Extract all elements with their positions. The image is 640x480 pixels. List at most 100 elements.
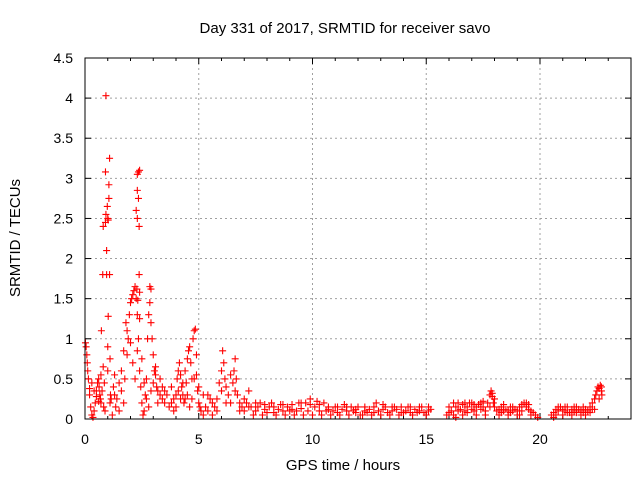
data-point (175, 359, 183, 367)
y-tick-label: 0.5 (54, 371, 74, 387)
data-point (208, 411, 216, 419)
data-point (359, 411, 367, 419)
data-point (500, 401, 508, 409)
data-point (99, 363, 107, 371)
data-point (472, 411, 480, 419)
y-tick-label: 3 (65, 170, 73, 186)
data-point (147, 319, 155, 327)
data-point (90, 407, 98, 415)
data-point (213, 395, 221, 403)
data-point (142, 395, 150, 403)
data-point (215, 379, 223, 387)
data-point (174, 367, 182, 375)
data-point (592, 391, 600, 399)
data-point (104, 343, 112, 351)
data-point (140, 407, 148, 415)
data-point (135, 222, 143, 230)
data-point (158, 383, 166, 391)
data-point (134, 168, 142, 176)
data-point (206, 395, 214, 403)
data-point (470, 401, 478, 409)
data-point (372, 399, 380, 407)
data-point (377, 411, 385, 419)
data-point (90, 387, 98, 395)
data-point (249, 411, 257, 419)
data-point (187, 359, 195, 367)
data-point (103, 202, 111, 210)
data-point (596, 381, 604, 389)
data-point (268, 399, 276, 407)
data-point (489, 399, 497, 407)
x-tick-label: 15 (418, 431, 434, 447)
data-point (220, 359, 228, 367)
data-point (315, 407, 323, 415)
data-point (283, 403, 291, 411)
data-point (361, 403, 369, 411)
data-point (125, 311, 133, 319)
data-point (132, 295, 140, 303)
data-point (99, 222, 107, 230)
data-point (406, 403, 414, 411)
data-point (199, 411, 207, 419)
data-point (136, 166, 144, 174)
data-point (597, 383, 605, 391)
data-point (236, 399, 244, 407)
data-point (133, 347, 141, 355)
data-point (452, 403, 460, 411)
data-point (185, 347, 193, 355)
data-point (120, 399, 128, 407)
y-tick-label: 4.5 (54, 50, 74, 66)
data-point (133, 214, 141, 222)
data-point (130, 287, 138, 295)
data-point (180, 399, 188, 407)
data-point (288, 405, 296, 413)
x-tick-label: 20 (532, 431, 548, 447)
data-point (92, 393, 100, 401)
data-point (218, 367, 225, 375)
data-point (111, 371, 119, 379)
data-point (195, 399, 203, 407)
data-point (129, 291, 137, 299)
data-point (98, 387, 106, 395)
data-point (189, 335, 197, 343)
data-point (456, 405, 464, 413)
data-point (343, 403, 351, 411)
data-point (454, 399, 462, 407)
data-point (134, 194, 142, 202)
data-point (172, 391, 180, 399)
data-point (218, 387, 225, 395)
data-point (311, 403, 319, 411)
data-point (161, 387, 169, 395)
data-point (445, 409, 453, 417)
data-point (561, 403, 569, 411)
data-point (183, 391, 191, 399)
data-point (552, 411, 560, 419)
data-point (106, 271, 114, 279)
data-point (101, 168, 109, 176)
y-axis-label: SRMTID / TECUs (7, 179, 24, 297)
data-point (231, 355, 239, 363)
data-point (525, 401, 533, 409)
data-point (254, 403, 262, 411)
data-point (89, 413, 97, 421)
data-point (252, 407, 260, 415)
data-point (174, 387, 182, 395)
data-point (82, 343, 90, 351)
data-point (149, 351, 157, 359)
data-point (115, 379, 123, 387)
data-point (147, 285, 155, 293)
data-point (87, 403, 95, 411)
data-point (261, 401, 269, 409)
data-point (290, 411, 298, 419)
data-point (588, 399, 596, 407)
data-point (122, 319, 130, 327)
data-point (86, 385, 94, 393)
data-point (102, 210, 110, 218)
data-point (136, 315, 144, 323)
data-point (165, 403, 173, 411)
data-point (84, 375, 92, 383)
data-point (491, 395, 498, 403)
data-point (299, 411, 307, 419)
data-point (504, 411, 512, 419)
data-point (156, 391, 164, 399)
